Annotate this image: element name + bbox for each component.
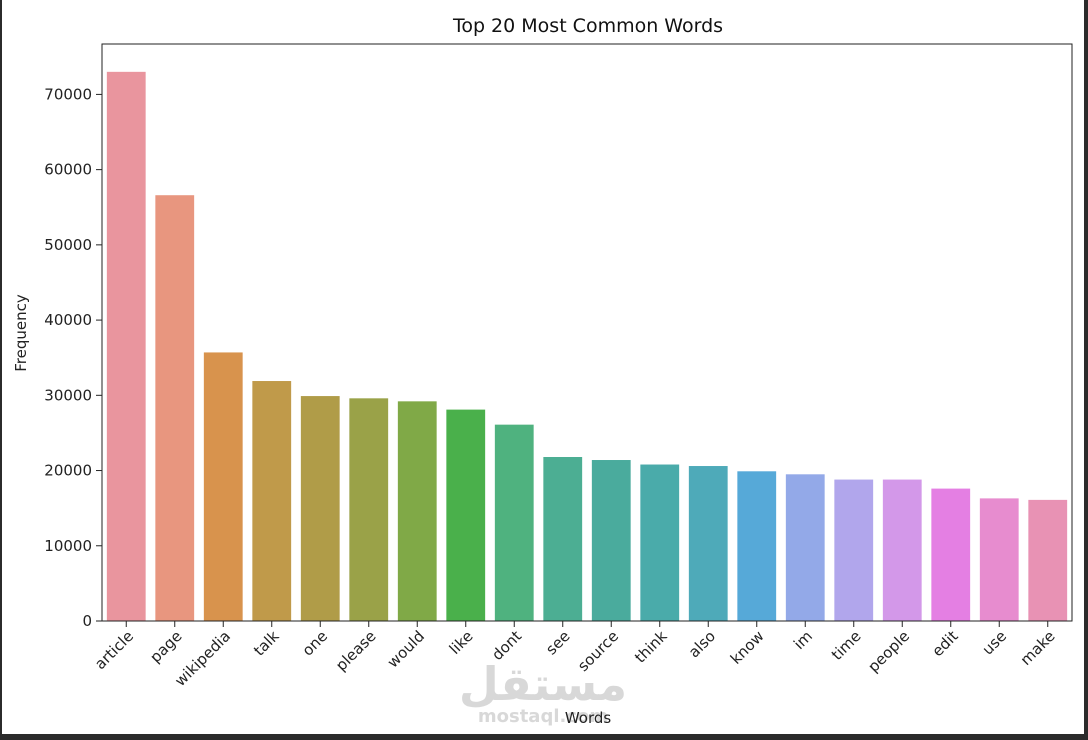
x-tick-label: page <box>146 627 185 666</box>
x-tick-label: would <box>384 627 428 671</box>
bar-edit <box>931 488 971 621</box>
y-tick-label: 50000 <box>44 236 92 254</box>
bar-like <box>446 409 486 621</box>
bar-see <box>543 457 583 621</box>
chart-title: Top 20 Most Common Words <box>452 15 723 37</box>
x-tick-label: edit <box>928 627 961 660</box>
bar-talk <box>252 381 292 621</box>
x-axis-label: Words <box>565 709 612 727</box>
x-tick-label: please <box>332 627 379 674</box>
bar-know <box>737 471 777 621</box>
bar-please <box>349 398 389 621</box>
x-tick-label: like <box>446 627 477 658</box>
window-edge-bottom <box>0 734 1088 740</box>
x-tick-label: article <box>91 627 137 673</box>
y-tick-label: 40000 <box>44 311 92 329</box>
y-tick-label: 60000 <box>44 161 92 179</box>
bar-also <box>688 466 728 621</box>
bar-wikipedia <box>203 352 243 621</box>
plot-frame <box>101 43 1073 622</box>
bar-use <box>979 498 1019 621</box>
x-tick-label: one <box>299 627 331 659</box>
y-axis-label: Frequency <box>12 294 30 372</box>
bar-would <box>397 401 437 621</box>
y-tick-label: 10000 <box>44 537 92 555</box>
bar-dont <box>494 424 534 621</box>
bar-im <box>785 474 825 621</box>
y-tick-label: 20000 <box>44 462 92 480</box>
y-axis-ticks: 0 10000 20000 30000 40000 50000 60000 70000 <box>44 85 102 630</box>
bar-people <box>882 479 922 621</box>
bars-group <box>106 71 1068 622</box>
bar-article <box>106 71 146 622</box>
x-tick-label: know <box>727 627 768 668</box>
x-tick-label: think <box>631 627 671 667</box>
bar-make <box>1028 499 1068 621</box>
watermark-arabic: مستقل <box>459 657 627 711</box>
x-tick-label: make <box>1017 627 1059 669</box>
bar-one <box>300 396 340 621</box>
bar-think <box>640 464 680 621</box>
watermark-latin: mostaql.com <box>478 706 608 727</box>
x-tick-label: talk <box>250 627 283 660</box>
bar-source <box>591 460 631 621</box>
x-tick-label: see <box>542 627 573 658</box>
bar-time <box>834 479 874 621</box>
x-tick-label: also <box>685 627 719 661</box>
y-tick-label: 70000 <box>44 85 92 103</box>
x-tick-label: use <box>979 627 1011 659</box>
bar-page <box>155 195 195 621</box>
y-tick-label: 0 <box>82 612 92 630</box>
x-tick-label: time <box>828 627 865 664</box>
x-tick-label: im <box>790 627 816 653</box>
window-edge-left <box>0 0 2 740</box>
y-tick-label: 30000 <box>44 386 92 404</box>
window-edge-right <box>1084 0 1088 740</box>
x-tick-label: people <box>864 627 913 676</box>
